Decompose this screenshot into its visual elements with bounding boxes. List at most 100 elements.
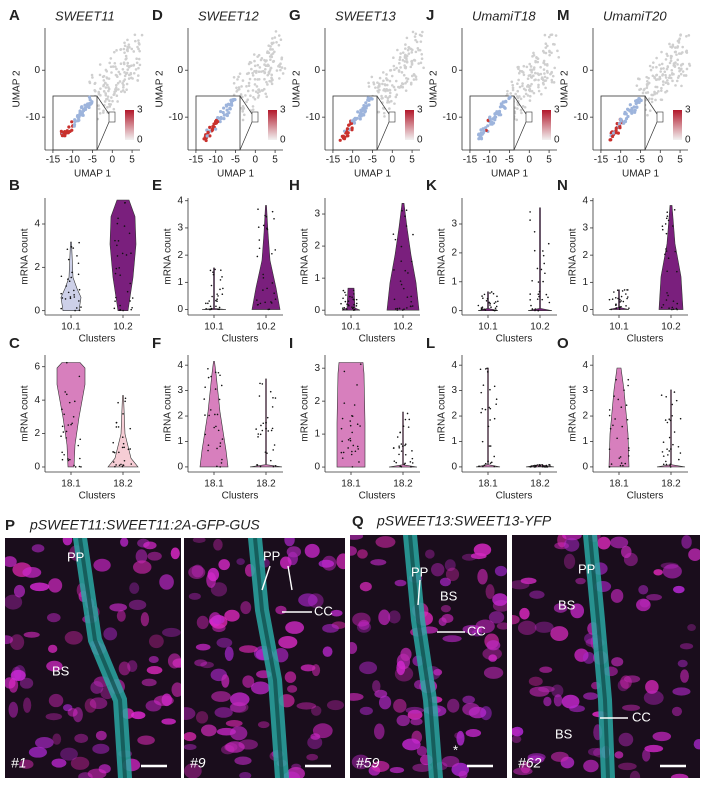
cell [247, 62, 251, 66]
jitter-point [406, 307, 408, 309]
jitter-point [67, 291, 70, 294]
jitter-point [256, 255, 259, 258]
cell [515, 118, 519, 122]
chloroplast [562, 535, 582, 541]
panel-title: pSWEET11:SWEET11:2A-GFP-GUS [29, 517, 260, 533]
chloroplast [218, 559, 230, 571]
cell [90, 73, 94, 77]
cell [137, 47, 140, 51]
jitter-point [410, 295, 412, 298]
cell [112, 50, 116, 54]
jitter-point [215, 425, 217, 428]
chloroplast [250, 681, 270, 695]
jitter-point [494, 307, 497, 309]
chloroplast [538, 685, 555, 693]
jitter-point [401, 445, 404, 447]
chloroplast [5, 594, 23, 610]
x-tick-label: -5 [636, 155, 645, 166]
jitter-point [78, 309, 81, 312]
jitter-point [487, 425, 490, 428]
cell [235, 86, 238, 90]
cell [685, 49, 688, 53]
violin [477, 291, 499, 311]
violin [388, 411, 418, 468]
cell [653, 90, 656, 94]
chloroplast [550, 751, 569, 762]
x-tick-label: -15 [189, 155, 204, 166]
jitter-point [621, 425, 624, 428]
colorbar-label: 3 [685, 105, 691, 116]
y-tick-label: 3 [582, 223, 588, 234]
cell [268, 79, 271, 83]
cell [392, 64, 396, 68]
cell [273, 36, 277, 39]
x-tick-label: -10 [482, 155, 497, 166]
jitter-point [219, 466, 222, 468]
jitter-point [212, 271, 214, 274]
cell [256, 63, 260, 67]
jitter-point [216, 465, 218, 468]
jitter-point [627, 384, 629, 387]
jitter-point [529, 293, 531, 295]
cell [121, 81, 124, 85]
gene-title: UmamiT20 [603, 8, 667, 23]
inset-cell [345, 134, 349, 138]
jitter-point [666, 421, 669, 424]
cell [681, 45, 684, 49]
inset-cell [352, 121, 357, 125]
chloroplast [688, 548, 700, 561]
jitter-point [619, 298, 621, 301]
jitter-point [410, 466, 412, 468]
cell [102, 109, 105, 113]
cell [553, 43, 556, 46]
chloroplast [141, 678, 157, 687]
cell [264, 64, 268, 67]
cell [657, 90, 660, 93]
chloroplast [681, 535, 692, 549]
jitter-point [272, 465, 275, 468]
jitter-point [65, 437, 68, 439]
cell [372, 82, 376, 86]
jitter-point [117, 240, 120, 242]
cell [109, 65, 113, 69]
cell [528, 62, 532, 66]
jitter-point [627, 378, 630, 381]
jitter-point [673, 208, 676, 211]
jitter-point [118, 464, 121, 467]
micrograph [350, 535, 507, 778]
cell [679, 72, 683, 76]
cell [511, 88, 515, 92]
jitter-point [356, 445, 359, 448]
cell [647, 81, 651, 85]
chloroplast [87, 768, 107, 778]
jitter-point [619, 456, 622, 458]
cell [257, 53, 261, 57]
chloroplast [284, 671, 297, 683]
panel-letter: F [152, 335, 161, 352]
cell [553, 66, 557, 70]
cell [257, 94, 261, 97]
jitter-point [351, 307, 354, 310]
y-tick-label: 2 [314, 396, 320, 407]
inset-cell [205, 134, 209, 138]
jitter-point [660, 394, 663, 396]
inset-cell [482, 129, 486, 133]
jitter-point [672, 308, 675, 311]
jitter-point [127, 448, 130, 451]
jitter-point [130, 463, 133, 465]
cell [264, 92, 267, 96]
jitter-point [78, 375, 81, 378]
jitter-point [123, 459, 126, 462]
cell [251, 74, 255, 77]
cell [130, 76, 133, 80]
inset-cell [626, 114, 630, 119]
cell [256, 78, 259, 81]
jitter-point [493, 455, 496, 458]
jitter-point [262, 224, 265, 227]
jitter-point [669, 464, 671, 467]
chloroplast [534, 621, 554, 633]
chloroplast [638, 585, 649, 595]
jitter-point [121, 252, 124, 255]
inset-cell [628, 103, 632, 107]
y-tick-label: 2 [177, 250, 183, 261]
